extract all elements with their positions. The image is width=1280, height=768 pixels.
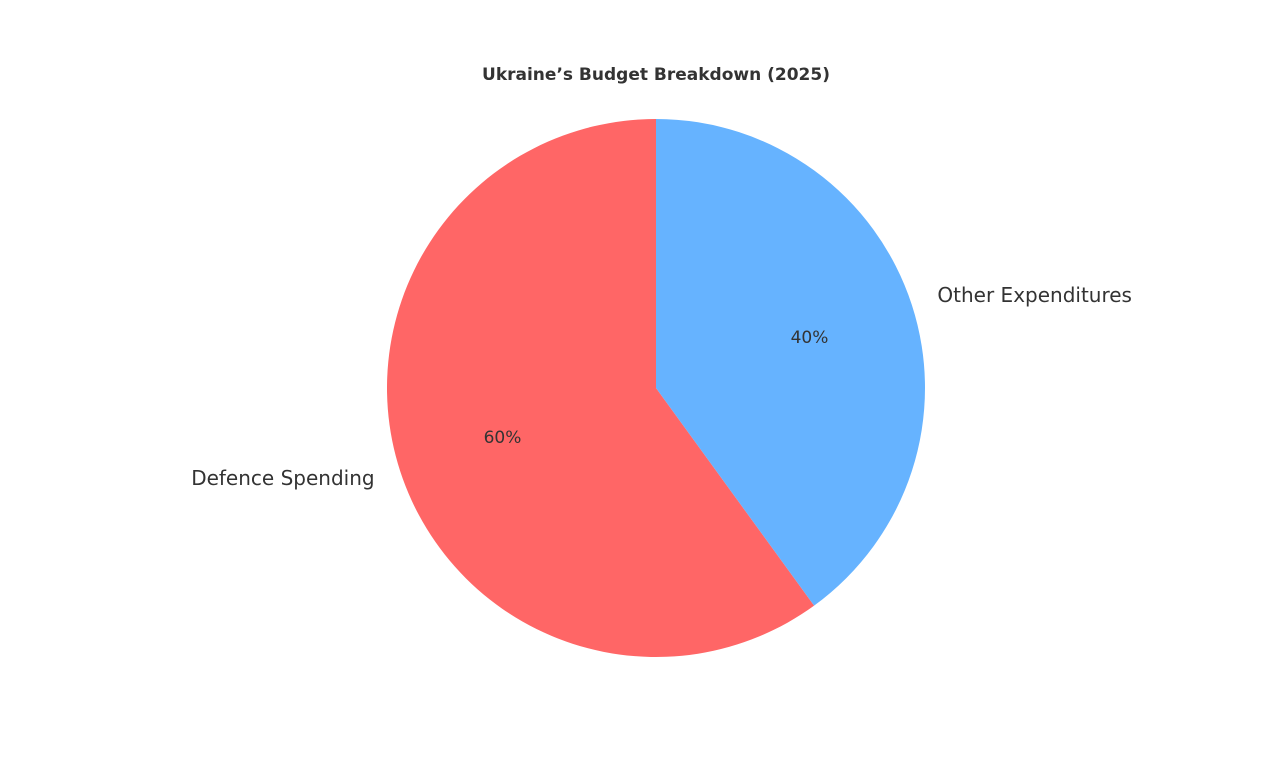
chart-title: Ukraine’s Budget Breakdown (2025) bbox=[482, 65, 830, 85]
value-label: 40% bbox=[791, 328, 829, 348]
value-label: 60% bbox=[484, 428, 522, 448]
slice-label: Other Expenditures bbox=[937, 283, 1132, 307]
pie-slice bbox=[656, 119, 925, 606]
pie-slice bbox=[387, 119, 815, 658]
slice-label: Defence Spending bbox=[191, 466, 374, 490]
